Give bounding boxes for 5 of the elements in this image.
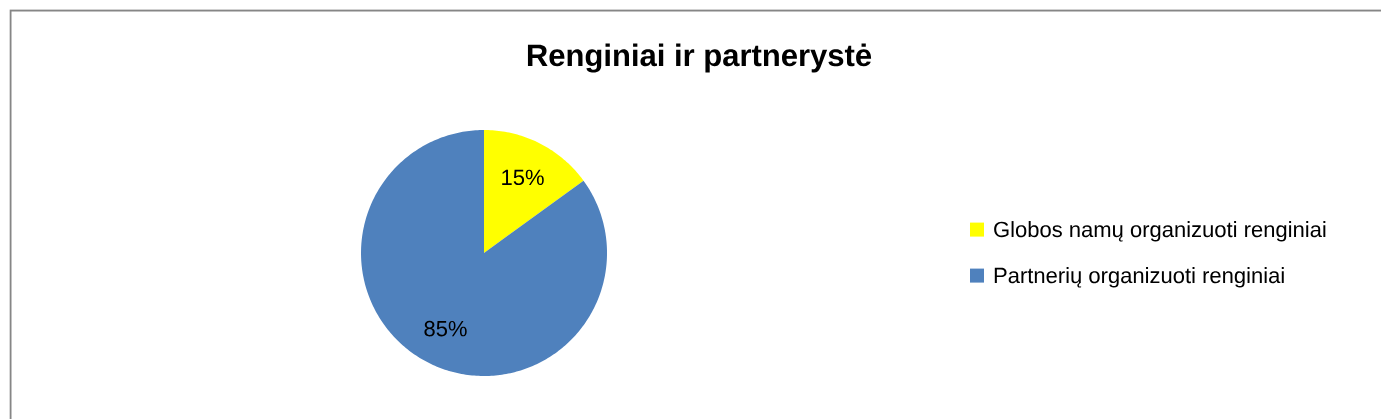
legend-label: Partnerių organizuoti renginiai <box>994 267 1284 288</box>
legend-label: Globos namų organizuoti renginiai <box>994 221 1326 242</box>
chart-title: Renginiai ir partnerystė <box>527 43 872 73</box>
data-label: 15% <box>502 169 544 186</box>
data-label: 85% <box>424 320 467 337</box>
